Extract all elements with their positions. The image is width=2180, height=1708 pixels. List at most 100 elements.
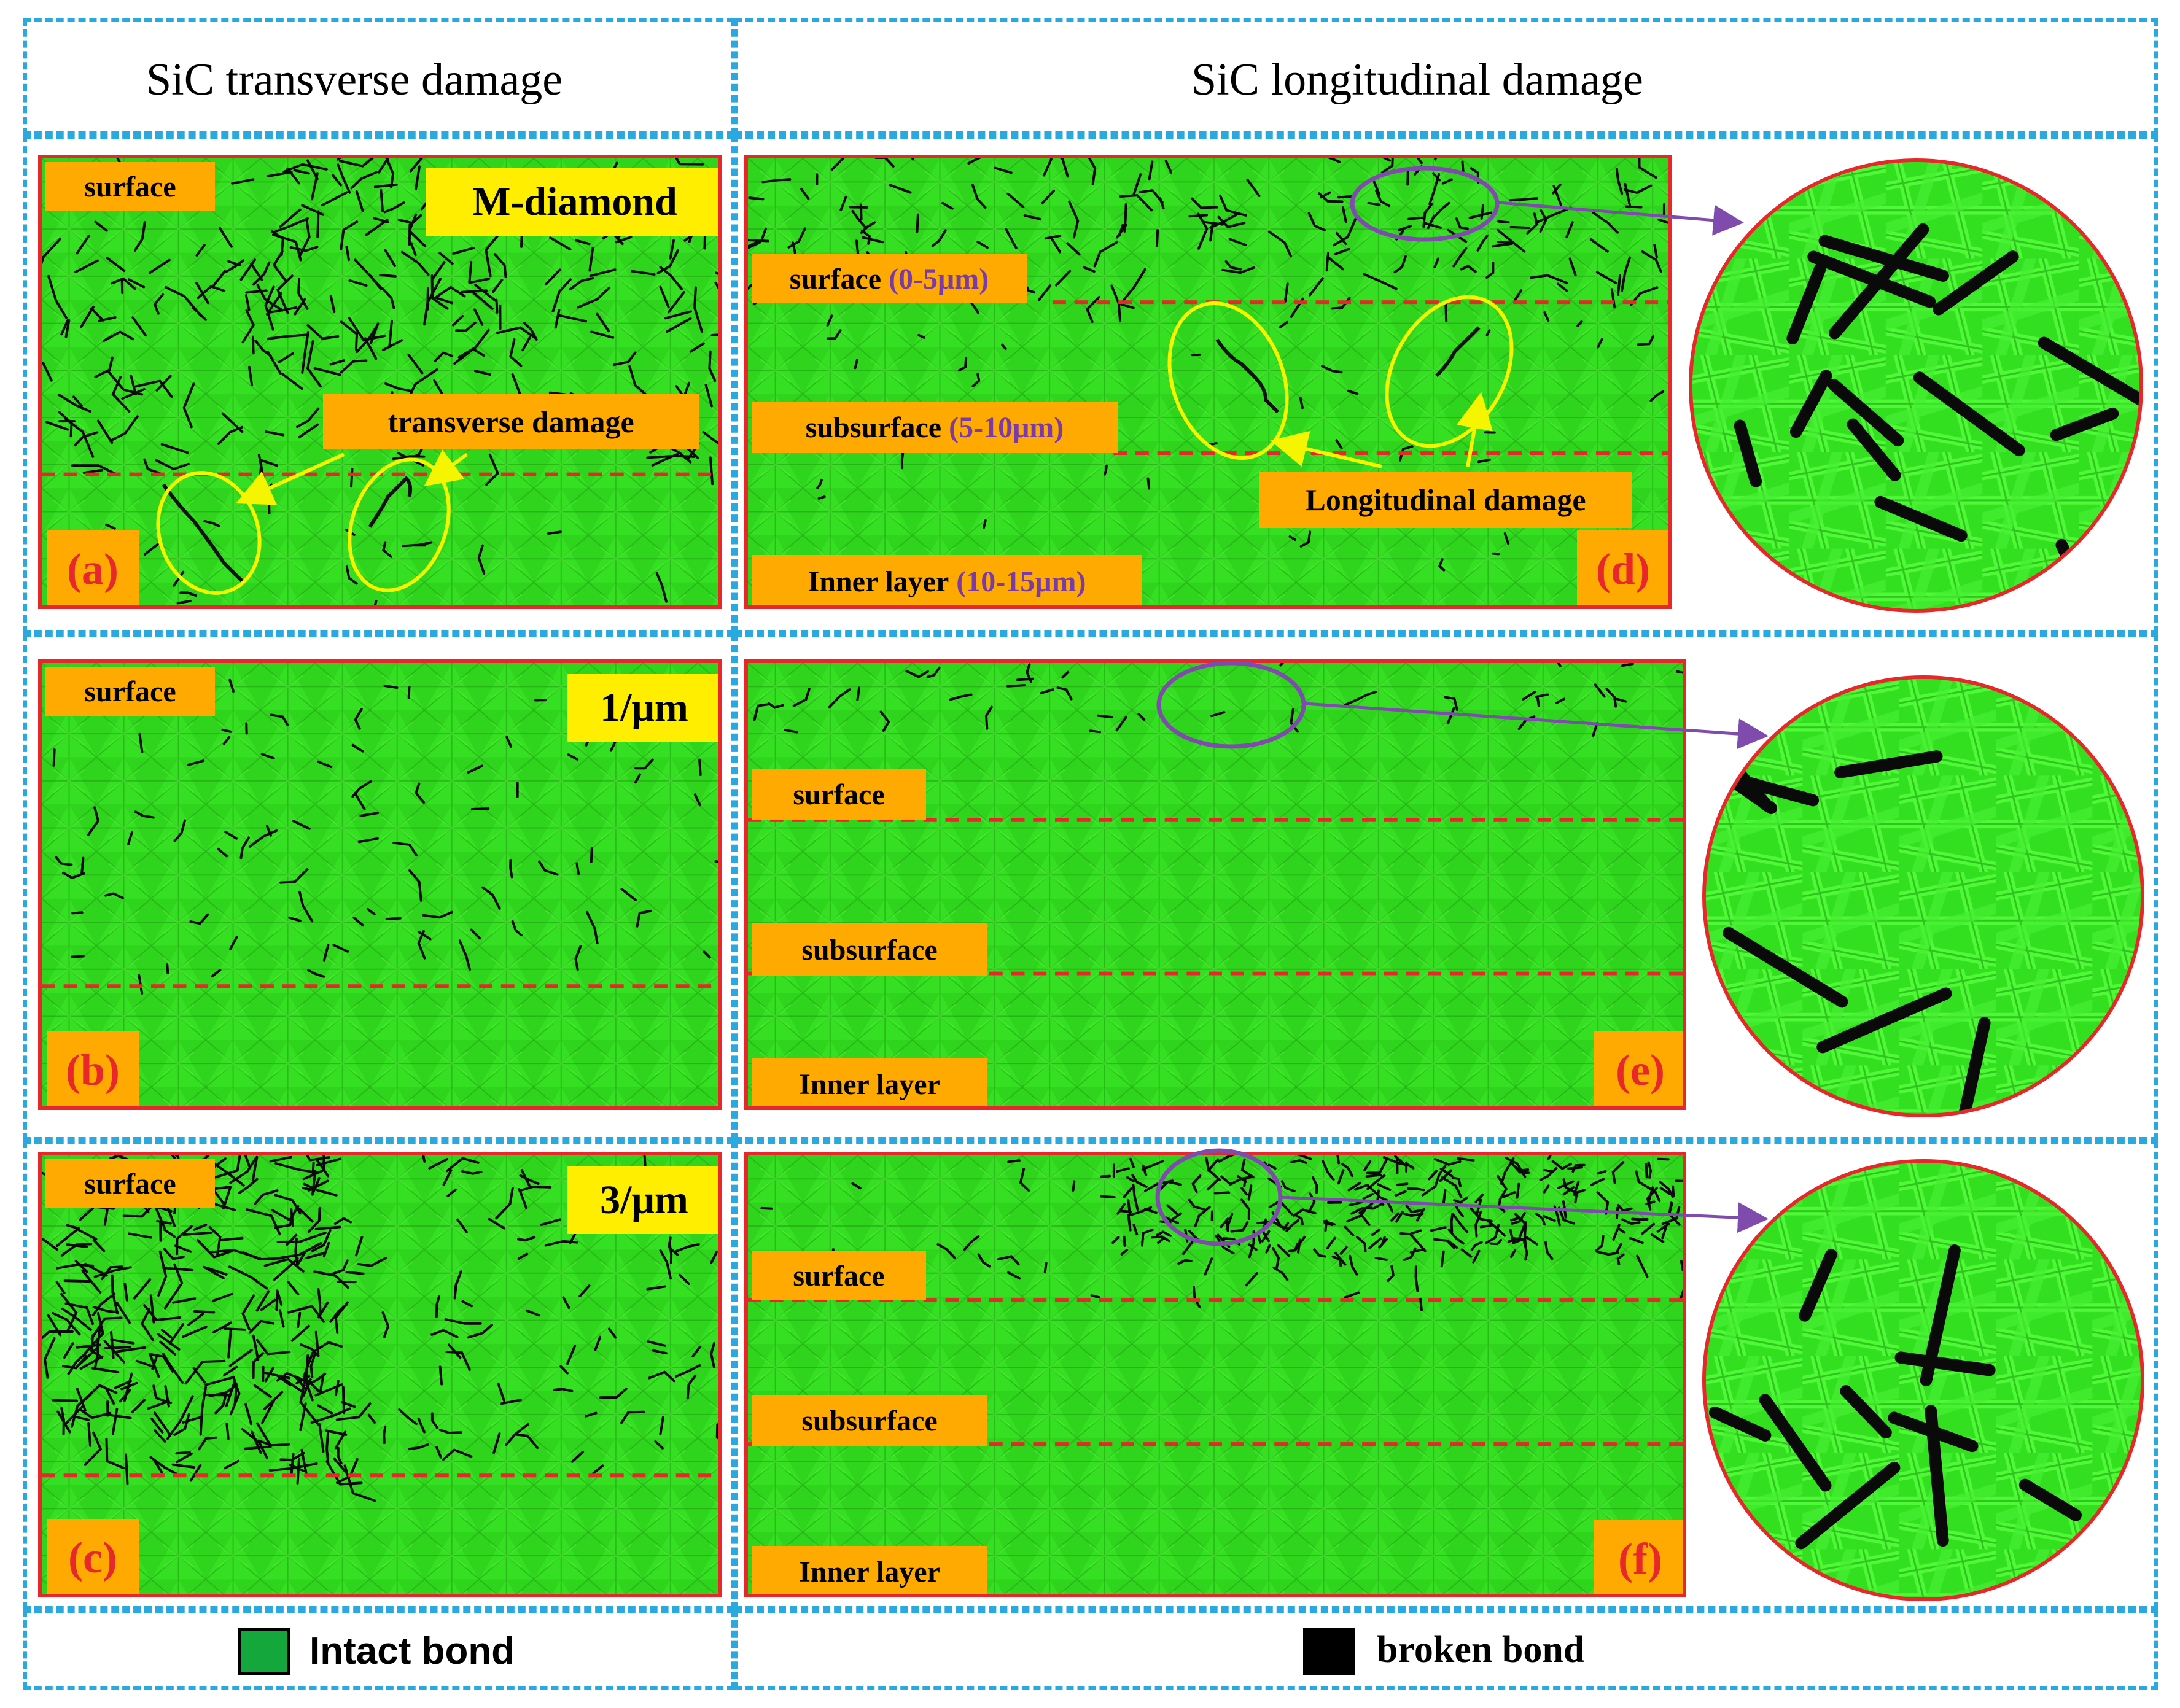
broken-bond-mark bbox=[1676, 670, 1683, 674]
broken-bond-mark bbox=[1440, 1250, 1445, 1268]
broken-bond-zoom-mark bbox=[1894, 1351, 1996, 1376]
broken-bond-mark bbox=[1043, 158, 1053, 177]
broken-bond-mark bbox=[590, 330, 615, 339]
broken-bond-mark bbox=[149, 1353, 160, 1378]
broken-bond-mark bbox=[1621, 663, 1634, 667]
broken-bond-mark bbox=[380, 286, 395, 310]
broken-bond-mark bbox=[525, 1309, 540, 1317]
broken-bond-mark bbox=[273, 217, 309, 233]
broken-bond-mark bbox=[1341, 1163, 1354, 1178]
broken-bond-mark bbox=[1615, 167, 1624, 195]
broken-bond-zoom-mark bbox=[1807, 250, 1936, 308]
broken-bond-mark bbox=[477, 544, 486, 575]
broken-bond-mark bbox=[354, 792, 366, 810]
broken-bond-zoom-mark bbox=[1789, 370, 1832, 438]
broken-bond-mark bbox=[493, 253, 507, 278]
broken-bond-mark bbox=[104, 1387, 115, 1405]
broken-bond-mark bbox=[648, 1370, 675, 1383]
broken-bond-mark bbox=[693, 286, 703, 333]
broken-bond-mark bbox=[409, 158, 423, 173]
broken-bond-mark bbox=[239, 836, 250, 860]
broken-bond-mark bbox=[1132, 173, 1142, 196]
panel-b-letter: (b) bbox=[47, 1031, 139, 1106]
broken-bond-mark bbox=[509, 338, 523, 367]
broken-bond-mark bbox=[252, 261, 271, 286]
broken-bond-mark bbox=[1150, 1235, 1164, 1239]
broken-bond-mark bbox=[134, 810, 155, 819]
broken-bond-mark bbox=[189, 1464, 202, 1482]
broken-bond-mark bbox=[1394, 1155, 1408, 1168]
broken-bond-mark bbox=[152, 1384, 173, 1405]
broken-bond-mark bbox=[329, 295, 336, 314]
broken-bond-mark bbox=[1217, 215, 1246, 228]
broken-bond-mark bbox=[1679, 1289, 1683, 1301]
broken-bond-mark bbox=[594, 1335, 602, 1351]
broken-bond-mark bbox=[45, 421, 69, 431]
broken-bond-mark bbox=[1656, 1222, 1670, 1233]
broken-bond-mark bbox=[1638, 158, 1657, 179]
broken-bond-mark bbox=[241, 309, 255, 344]
broken-bond-mark bbox=[474, 284, 497, 302]
broken-bond-mark bbox=[792, 241, 796, 255]
broken-bond-mark bbox=[1544, 1241, 1554, 1260]
panel-d-subsurface-tag: subsurface (5-10μm) bbox=[752, 402, 1118, 453]
broken-bond-mark bbox=[381, 339, 403, 352]
broken-bond-mark bbox=[306, 324, 340, 340]
broken-bond-mark bbox=[1016, 677, 1034, 681]
broken-bond-mark bbox=[71, 464, 119, 476]
broken-bond-mark bbox=[92, 1238, 106, 1252]
broken-bond-mark bbox=[1511, 1236, 1538, 1246]
broken-bond-mark bbox=[646, 454, 696, 459]
broken-bond-mark bbox=[42, 1238, 59, 1251]
broken-bond-mark bbox=[335, 1380, 340, 1396]
broken-bond-mark bbox=[1140, 1229, 1154, 1247]
broken-bond-mark bbox=[278, 1309, 285, 1328]
broken-bond-mark bbox=[315, 1158, 330, 1178]
frame-row-3-left bbox=[23, 1141, 734, 1610]
broken-bond-mark bbox=[297, 278, 309, 310]
broken-bond-mark bbox=[452, 314, 464, 327]
broken-bond-mark bbox=[423, 278, 442, 326]
broken-bond-mark bbox=[1132, 1224, 1139, 1236]
broken-bond-mark bbox=[588, 246, 594, 272]
panel-a-surface-tag: surface bbox=[45, 162, 215, 211]
broken-bond-zoom-mark bbox=[1913, 371, 2025, 457]
broken-bond-mark bbox=[495, 1187, 514, 1220]
broken-bond-mark bbox=[140, 1308, 154, 1341]
broken-bond-mark bbox=[1299, 530, 1312, 548]
broken-bond-mark bbox=[106, 257, 126, 272]
broken-bond-mark bbox=[1624, 184, 1653, 194]
broken-bond-mark bbox=[302, 1351, 320, 1392]
broken-bond-mark bbox=[1497, 228, 1526, 253]
broken-bond-mark bbox=[1354, 1183, 1380, 1197]
broken-bond-mark bbox=[784, 728, 798, 734]
broken-bond-mark bbox=[87, 806, 100, 836]
broken-bond-mark bbox=[669, 239, 675, 260]
broken-bond-mark bbox=[1621, 256, 1631, 293]
panel-e-surface-tag: surface bbox=[752, 769, 926, 820]
broken-bond-mark bbox=[239, 258, 256, 281]
broken-bond-mark bbox=[1543, 1168, 1554, 1173]
broken-bond-mark bbox=[1565, 221, 1574, 238]
panel-d-texture bbox=[748, 158, 1668, 605]
panel-d-subsurface-range: (5-10μm) bbox=[949, 411, 1064, 444]
panel-e: surface subsurface Inner layer (e) bbox=[744, 659, 1686, 1110]
broken-bond-mark bbox=[646, 1285, 666, 1291]
broken-bond-mark bbox=[338, 158, 374, 168]
broken-bond-mark bbox=[674, 1364, 701, 1378]
broken-bond-mark bbox=[1511, 1236, 1528, 1255]
broken-bond-mark bbox=[900, 449, 905, 470]
broken-bond-mark bbox=[1557, 282, 1568, 292]
broken-bond-mark bbox=[1344, 1225, 1355, 1236]
broken-bond-mark bbox=[1116, 1203, 1126, 1215]
broken-bond-mark bbox=[431, 260, 446, 280]
broken-bond-mark bbox=[148, 1353, 174, 1373]
broken-bond-mark bbox=[971, 373, 981, 387]
broken-bond-mark bbox=[826, 329, 842, 340]
broken-bond-mark bbox=[453, 1282, 457, 1300]
broken-bond-mark bbox=[977, 1253, 991, 1268]
broken-bond-mark bbox=[163, 1228, 176, 1238]
broken-bond-mark bbox=[1256, 1221, 1272, 1225]
broken-bond-mark bbox=[787, 227, 806, 249]
broken-bond-mark bbox=[166, 963, 169, 974]
